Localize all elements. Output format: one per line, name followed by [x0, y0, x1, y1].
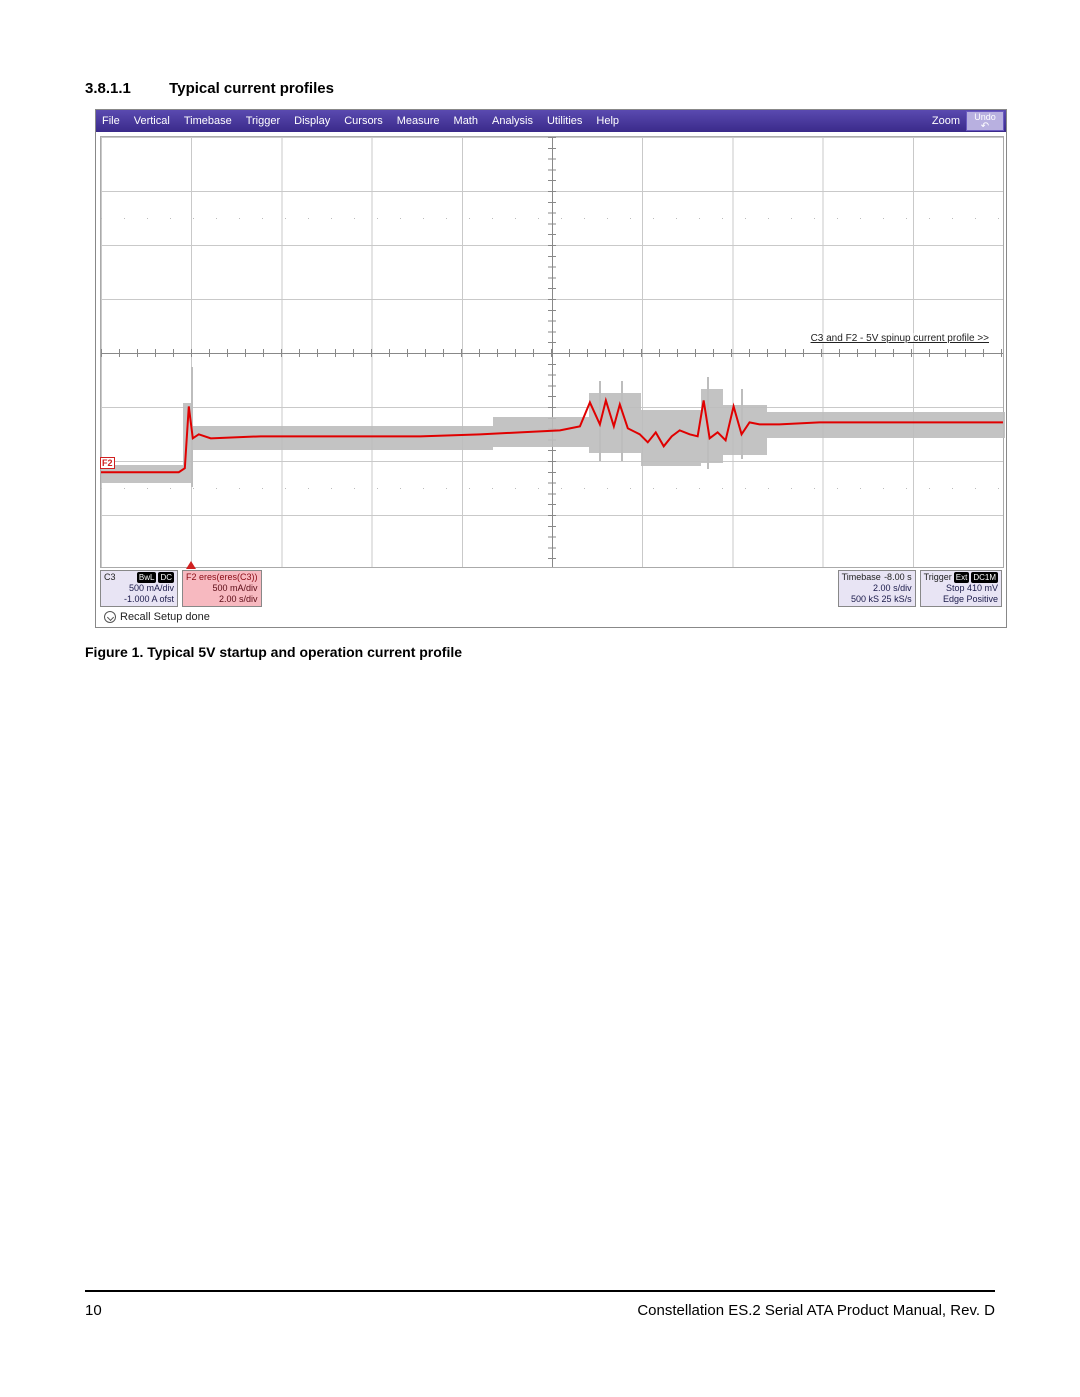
scope-status: Recall Setup done — [96, 609, 1006, 627]
menu-display[interactable]: Display — [294, 115, 330, 127]
section-number: 3.8.1.1 — [85, 80, 165, 97]
figure-caption: Figure 1. Typical 5V startup and operati… — [85, 644, 995, 660]
readout-f2[interactable]: F2 eres(eres(C3)) 500 mA/div 2.00 s/div — [182, 570, 262, 607]
readout-timebase-right: -8.00 s — [884, 572, 912, 583]
badge-dc: DC — [158, 572, 174, 583]
readout-trigger-label: Trigger — [924, 572, 952, 583]
readout-c3-line1: 500 mA/div — [104, 583, 174, 594]
trace-annotation: C3 and F2 - 5V spinup current profile >> — [809, 333, 991, 344]
channel-label-f2: F2 — [100, 457, 115, 469]
menu-file[interactable]: File — [102, 115, 120, 127]
noise-band — [193, 426, 493, 450]
noise-spike — [191, 367, 193, 487]
readout-trigger-line1: Stop 410 mV — [924, 583, 998, 594]
noise-band — [767, 412, 1005, 438]
scope-readouts: C3 BwLDC 500 mA/div -1.000 A ofst F2 ere… — [96, 568, 1006, 609]
noise-spike — [707, 377, 709, 469]
menu-help[interactable]: Help — [596, 115, 619, 127]
page-number: 10 — [85, 1302, 102, 1319]
status-icon — [104, 611, 116, 623]
readout-timebase-line2: 500 kS 25 kS/s — [842, 594, 912, 605]
readout-timebase[interactable]: Timebase -8.00 s 2.00 s/div 500 kS 25 kS… — [838, 570, 916, 607]
section-title: Typical current profiles — [169, 80, 334, 97]
section-heading: 3.8.1.1 Typical current profiles — [85, 80, 995, 97]
menu-vertical[interactable]: Vertical — [134, 115, 170, 127]
noise-spike — [741, 389, 743, 459]
readout-timebase-line1: 2.00 s/div — [842, 583, 912, 594]
zoom-label[interactable]: Zoom — [932, 115, 960, 127]
noise-band — [701, 389, 723, 463]
menu-analysis[interactable]: Analysis — [492, 115, 533, 127]
badge-dc1m: DC1M — [971, 572, 998, 583]
noise-band — [723, 405, 767, 455]
readout-timebase-label: Timebase — [842, 572, 881, 583]
noise-spike — [621, 381, 623, 461]
badge-ext: Ext — [954, 572, 970, 583]
undo-icon: ↶ — [967, 122, 1003, 132]
trigger-marker-icon — [186, 561, 196, 569]
noise-band — [493, 417, 589, 447]
badge-bwl: BwL — [137, 572, 157, 583]
noise-spike — [599, 381, 601, 461]
menu-trigger[interactable]: Trigger — [246, 115, 280, 127]
readout-trigger[interactable]: Trigger ExtDC1M Stop 410 mV Edge Positiv… — [920, 570, 1002, 607]
readout-c3-label: C3 — [104, 572, 116, 583]
noise-band — [589, 393, 641, 453]
menu-utilities[interactable]: Utilities — [547, 115, 582, 127]
readout-c3-line2: -1.000 A ofst — [104, 594, 174, 605]
undo-button[interactable]: Undo ↶ — [966, 111, 1004, 131]
noise-band — [641, 410, 701, 466]
oscilloscope-screenshot: File Vertical Timebase Trigger Display C… — [95, 109, 1007, 628]
status-text: Recall Setup done — [120, 611, 210, 623]
menu-measure[interactable]: Measure — [397, 115, 440, 127]
menu-cursors[interactable]: Cursors — [344, 115, 383, 127]
menu-math[interactable]: Math — [454, 115, 478, 127]
scope-menubar: File Vertical Timebase Trigger Display C… — [96, 110, 1006, 132]
readout-f2-line2: 2.00 s/div — [186, 594, 258, 605]
page-footer: 10 Constellation ES.2 Serial ATA Product… — [85, 1290, 995, 1319]
readout-c3[interactable]: C3 BwLDC 500 mA/div -1.000 A ofst — [100, 570, 178, 607]
readout-f2-line1: 500 mA/div — [186, 583, 258, 594]
menu-timebase[interactable]: Timebase — [184, 115, 232, 127]
readout-f2-label: F2 eres(eres(C3)) — [186, 572, 258, 583]
scope-graticule: C3 and F2 - 5V spinup current profile >>… — [100, 136, 1004, 568]
readout-trigger-line2: Edge Positive — [924, 594, 998, 605]
document-title: Constellation ES.2 Serial ATA Product Ma… — [637, 1302, 995, 1319]
